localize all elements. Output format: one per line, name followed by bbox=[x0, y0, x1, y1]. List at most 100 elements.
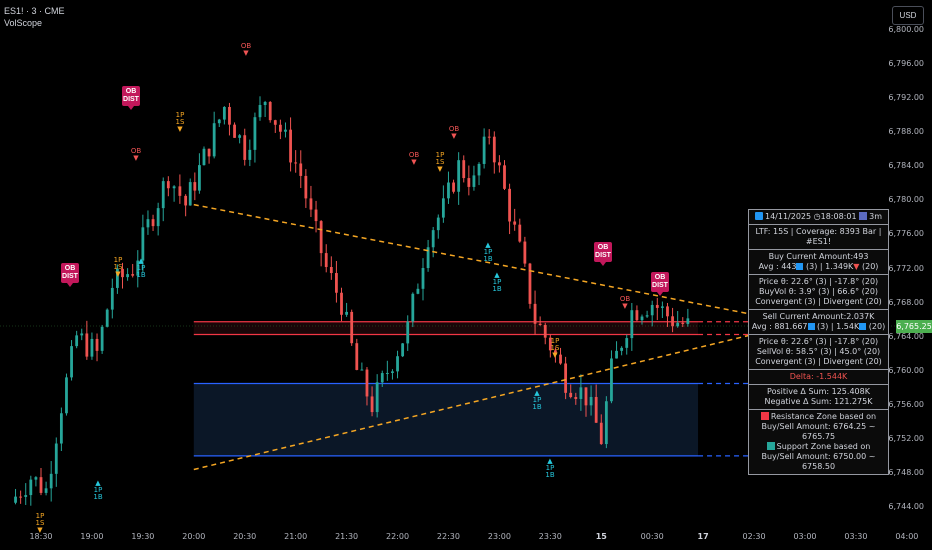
candle-up bbox=[391, 371, 394, 373]
candle-up bbox=[75, 335, 79, 347]
candle-up bbox=[222, 106, 226, 120]
buy-avg-period: (20) bbox=[859, 262, 879, 271]
panel-interval: 3m bbox=[869, 212, 882, 221]
candle-up bbox=[416, 288, 420, 294]
price-tick-label: 6,764.00 bbox=[888, 331, 924, 341]
time-tick-label: 03:00 bbox=[793, 532, 817, 541]
signal-marker: ▲ 1P 1B bbox=[136, 257, 146, 279]
time-tick-label: 23:30 bbox=[538, 532, 562, 541]
candle-down bbox=[39, 477, 43, 493]
price-tick-label: 6,788.00 bbox=[888, 127, 924, 137]
candle-up bbox=[212, 123, 216, 157]
candle-down bbox=[538, 323, 542, 326]
candle-down bbox=[233, 124, 236, 138]
panel-buy-row: Buy Current Amount:493 Avg : 443 (3) | 1… bbox=[749, 250, 888, 275]
candle-down bbox=[365, 369, 369, 397]
candle-up bbox=[141, 227, 145, 261]
candle-up bbox=[401, 343, 405, 357]
candle-up bbox=[14, 496, 17, 503]
calendar-icon bbox=[754, 212, 763, 220]
signal-marker: 1P 1S ▼ bbox=[113, 256, 123, 278]
candle-up bbox=[59, 413, 63, 444]
up-arrow-icon bbox=[859, 323, 867, 330]
candle-down bbox=[309, 198, 313, 210]
last-price-label: 6,765.25 bbox=[896, 320, 932, 333]
candle-up bbox=[604, 401, 608, 445]
signal-marker: 1P 1S ▼ bbox=[550, 337, 560, 359]
sellvol-angle: SellVol θ: 58.5° (3) | 45.0° (20) bbox=[756, 347, 881, 356]
price-tick-label: 6,772.00 bbox=[888, 263, 924, 273]
sell-average: Avg : 881.667 (3) | 1.54K (20) bbox=[750, 322, 887, 332]
candle-up bbox=[146, 219, 150, 228]
signal-marker: ▲ 1P 1B bbox=[545, 457, 555, 479]
signal-marker: OB ▼ bbox=[619, 295, 631, 310]
candle-down bbox=[528, 263, 532, 304]
candle-down bbox=[452, 182, 455, 192]
candle-up bbox=[29, 479, 33, 496]
candle-down bbox=[228, 106, 231, 125]
candle-up bbox=[645, 315, 649, 317]
candle-down bbox=[178, 186, 182, 196]
candle-up bbox=[640, 316, 644, 321]
currency-button[interactable]: USD bbox=[892, 6, 924, 25]
symbol-line[interactable]: ES1! · 3 · CME bbox=[4, 6, 65, 16]
candle-down bbox=[85, 333, 89, 357]
buy-convergence: Convergent (3) | Divergent (20) bbox=[755, 297, 882, 306]
support-zone-range: Buy/Sell Amount: 6750.00 ~ 6758.50 bbox=[761, 452, 876, 471]
candle-up bbox=[457, 160, 461, 192]
candle-down bbox=[324, 253, 328, 268]
sell-avg-long: (3) | 1.54K bbox=[814, 322, 860, 331]
candle-down bbox=[268, 101, 272, 121]
candle-up bbox=[650, 304, 654, 316]
candle-down bbox=[314, 209, 318, 222]
candle-down bbox=[19, 496, 23, 498]
candle-down bbox=[166, 181, 170, 189]
candle-up bbox=[411, 293, 415, 322]
candle-down bbox=[559, 354, 562, 364]
candle-up bbox=[686, 318, 690, 324]
candle-down bbox=[95, 338, 99, 351]
candle-down bbox=[503, 165, 506, 189]
candle-down bbox=[681, 322, 685, 324]
candle-up bbox=[660, 306, 664, 308]
candle-up bbox=[202, 148, 206, 166]
indicator-name[interactable]: VolScope bbox=[4, 18, 43, 28]
candle-up bbox=[380, 373, 384, 383]
candle-up bbox=[620, 347, 624, 351]
candle-up bbox=[217, 119, 221, 124]
panel-sell-angles: Price θ: 22.6° (3) | -17.8° (20) SellVol… bbox=[749, 335, 888, 370]
candle-down bbox=[655, 304, 659, 308]
candle-down bbox=[564, 363, 568, 393]
candle-up bbox=[198, 165, 201, 191]
green-square-icon bbox=[766, 442, 775, 450]
signal-marker: ▲ 1P 1B bbox=[93, 479, 103, 501]
ob-dist-badge: OB DIST bbox=[61, 263, 79, 287]
candle-down bbox=[487, 136, 491, 138]
time-tick-label: 22:00 bbox=[386, 532, 410, 541]
candle-down bbox=[543, 325, 547, 338]
signal-marker: OB ▼ bbox=[130, 147, 142, 162]
signal-marker: OB ▼ bbox=[408, 151, 420, 166]
candle-up bbox=[426, 247, 430, 269]
price-tick-label: 6,748.00 bbox=[888, 467, 924, 477]
candle-down bbox=[599, 422, 603, 445]
time-tick-label: 02:30 bbox=[742, 532, 766, 541]
candle-down bbox=[594, 396, 598, 423]
sell-price-angle: Price θ: 22.6° (3) | -17.8° (20) bbox=[758, 337, 879, 346]
time-tick-label: 22:30 bbox=[436, 532, 460, 541]
candle-up bbox=[436, 217, 440, 231]
price-tick-label: 6,744.00 bbox=[888, 502, 924, 511]
candle-down bbox=[294, 162, 298, 164]
candle-up bbox=[100, 326, 104, 351]
candle-down bbox=[548, 337, 552, 351]
time-tick-label: 21:30 bbox=[335, 532, 359, 541]
panel-date-row: 14/11/2025 ◷18:08:01 3m bbox=[749, 210, 888, 225]
buy-current-amount: Buy Current Amount:493 bbox=[768, 252, 869, 261]
candle-down bbox=[335, 273, 338, 293]
candle-up bbox=[579, 387, 583, 399]
candle-down bbox=[273, 120, 277, 125]
candle-up bbox=[396, 356, 399, 372]
panel-delta: Delta: -1.544K bbox=[749, 370, 888, 385]
candle-down bbox=[131, 274, 135, 276]
